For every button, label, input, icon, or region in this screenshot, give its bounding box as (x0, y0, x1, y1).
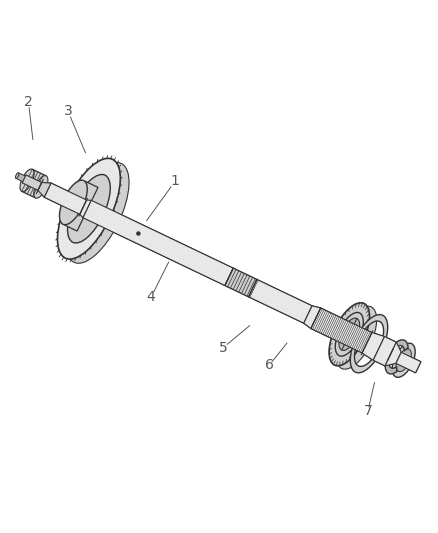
Ellipse shape (392, 343, 415, 377)
Polygon shape (385, 342, 401, 366)
Polygon shape (249, 279, 312, 323)
Polygon shape (340, 312, 371, 342)
Polygon shape (75, 174, 119, 220)
Ellipse shape (339, 318, 360, 351)
Polygon shape (65, 182, 86, 225)
Ellipse shape (336, 312, 363, 356)
Polygon shape (373, 336, 396, 366)
Ellipse shape (396, 349, 411, 372)
Polygon shape (80, 200, 91, 217)
Polygon shape (225, 268, 257, 297)
Text: 1: 1 (171, 174, 180, 188)
Polygon shape (382, 339, 394, 342)
Ellipse shape (67, 174, 110, 243)
Polygon shape (311, 308, 372, 353)
Polygon shape (38, 182, 51, 197)
Text: 5: 5 (219, 341, 228, 354)
Polygon shape (44, 183, 87, 214)
Ellipse shape (60, 180, 87, 225)
Polygon shape (369, 356, 376, 360)
Polygon shape (22, 169, 46, 198)
Ellipse shape (141, 233, 144, 237)
Ellipse shape (15, 173, 19, 179)
Text: 7: 7 (364, 404, 372, 418)
Polygon shape (16, 173, 28, 183)
Polygon shape (336, 303, 377, 344)
Text: 4: 4 (147, 290, 155, 304)
Polygon shape (396, 352, 421, 373)
Text: 3: 3 (64, 104, 72, 118)
Polygon shape (68, 158, 129, 223)
Polygon shape (385, 342, 401, 366)
Polygon shape (80, 200, 91, 217)
Ellipse shape (137, 232, 140, 235)
Polygon shape (22, 175, 42, 190)
Polygon shape (350, 314, 388, 373)
Polygon shape (38, 182, 51, 197)
Ellipse shape (39, 184, 42, 190)
Ellipse shape (66, 163, 129, 263)
Ellipse shape (329, 303, 370, 366)
Polygon shape (362, 333, 385, 360)
Polygon shape (65, 182, 98, 231)
Ellipse shape (34, 175, 48, 198)
Polygon shape (385, 340, 408, 374)
Polygon shape (249, 279, 312, 323)
Polygon shape (44, 183, 87, 214)
Polygon shape (304, 306, 321, 328)
Polygon shape (311, 308, 372, 353)
Ellipse shape (57, 158, 120, 259)
Polygon shape (83, 200, 233, 286)
Polygon shape (83, 200, 233, 286)
Polygon shape (225, 268, 257, 297)
Ellipse shape (336, 306, 377, 369)
Polygon shape (22, 175, 42, 190)
Polygon shape (362, 333, 385, 360)
Text: 2: 2 (24, 95, 33, 109)
Text: 6: 6 (265, 358, 274, 372)
Polygon shape (373, 336, 396, 366)
Ellipse shape (20, 169, 34, 191)
Polygon shape (304, 306, 321, 328)
Polygon shape (396, 352, 421, 373)
